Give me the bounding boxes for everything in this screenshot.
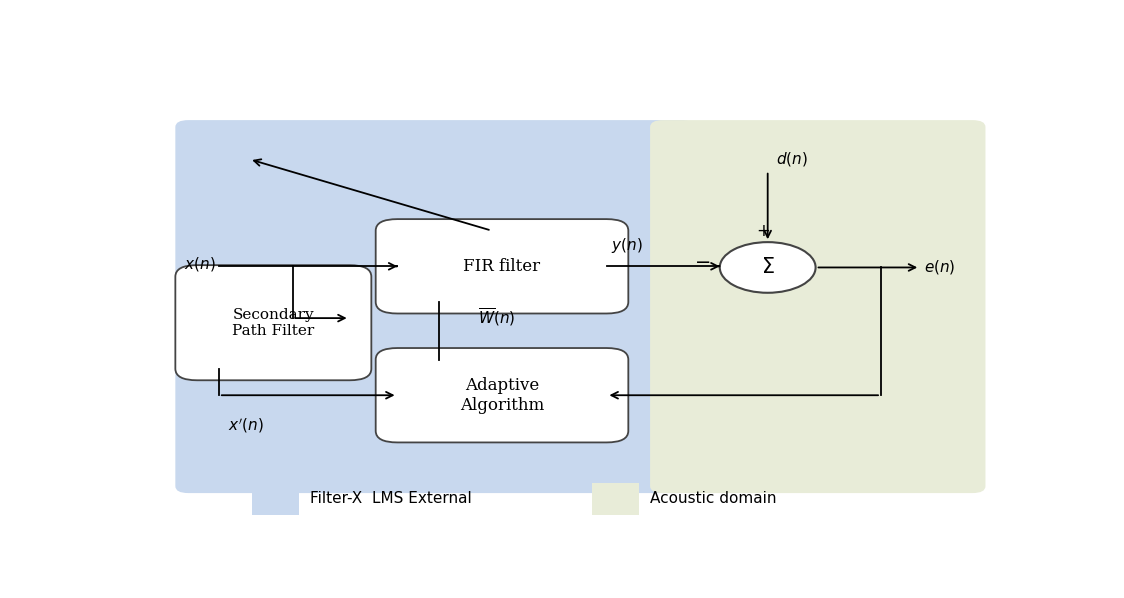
Text: Adaptive
Algorithm: Adaptive Algorithm (460, 377, 544, 414)
Text: Secondary
Path Filter: Secondary Path Filter (233, 307, 315, 338)
Circle shape (719, 242, 816, 293)
Text: −: − (695, 254, 711, 272)
Text: Filter-X  LMS External: Filter-X LMS External (310, 492, 472, 507)
Text: $\overline{W}(n)$: $\overline{W}(n)$ (479, 307, 516, 328)
Text: Acoustic domain: Acoustic domain (650, 492, 777, 507)
Text: $\Sigma$: $\Sigma$ (761, 258, 774, 277)
Text: $x'(n)$: $x'(n)$ (227, 416, 263, 435)
FancyBboxPatch shape (591, 483, 638, 515)
Text: $x(n)$: $x(n)$ (184, 255, 216, 273)
Text: FIR filter: FIR filter (463, 258, 541, 275)
FancyBboxPatch shape (650, 120, 986, 493)
Text: $e(n)$: $e(n)$ (924, 258, 957, 276)
FancyBboxPatch shape (375, 348, 628, 443)
Text: $d(n)$: $d(n)$ (777, 151, 808, 169)
Text: $y(n)$: $y(n)$ (611, 236, 643, 255)
FancyBboxPatch shape (375, 219, 628, 313)
FancyBboxPatch shape (252, 483, 299, 515)
FancyBboxPatch shape (175, 120, 694, 493)
Text: +: + (756, 222, 770, 240)
FancyBboxPatch shape (175, 265, 371, 380)
